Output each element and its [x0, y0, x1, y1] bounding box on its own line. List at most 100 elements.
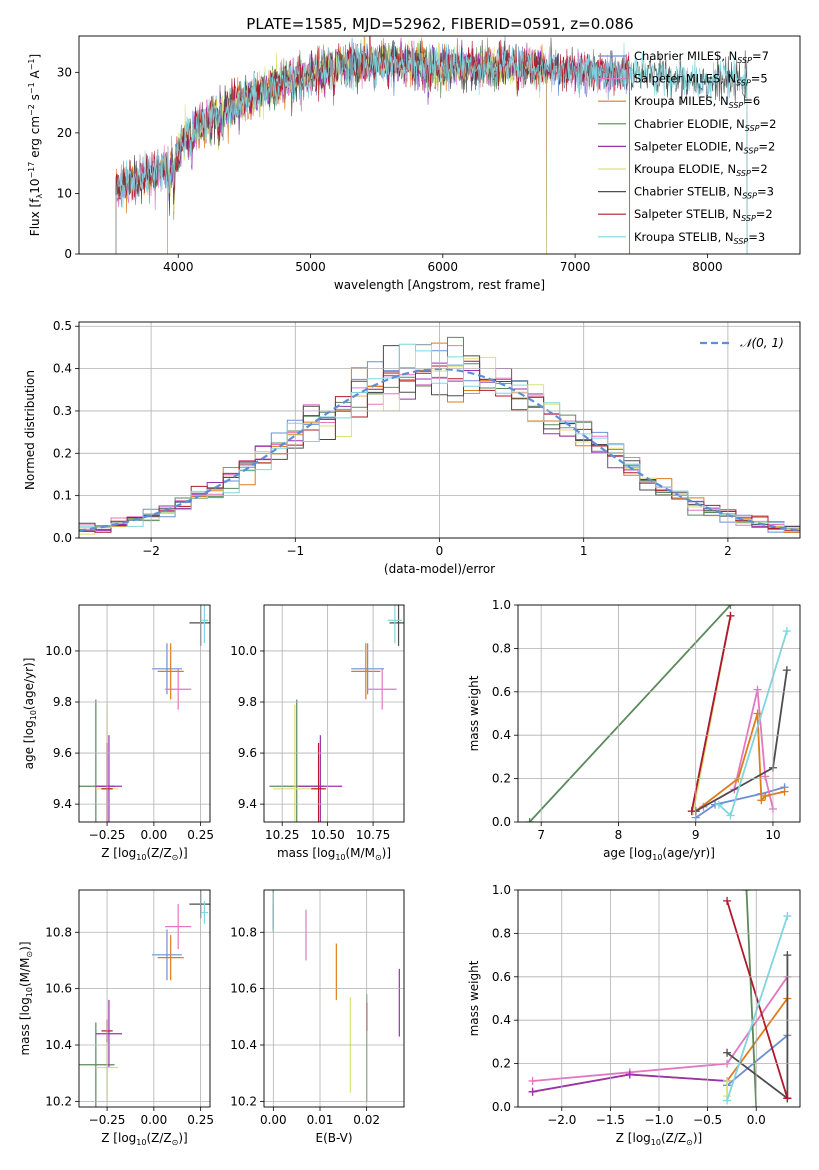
y-axis-label: mass [log10(M/M⊙)] — [18, 941, 34, 1055]
label-part: λ — [35, 194, 44, 199]
x-tick-label: 5000 — [295, 260, 326, 274]
y-tick-label: 10.4 — [45, 1038, 72, 1052]
label-part: ⊙ — [686, 1138, 693, 1147]
weight-line-salpeter_miles — [532, 976, 789, 1082]
y-axis-label: mass weight — [467, 960, 481, 1036]
weight-marker-chabrier_elodie — [742, 890, 751, 894]
axes-frame — [263, 604, 405, 823]
y-tick-label: 9.6 — [238, 746, 257, 760]
legend-text: Salpeter STELIB, N — [634, 207, 741, 221]
plot-area-weight_vs_age — [525, 605, 791, 822]
legend-tail: =2 — [751, 162, 768, 176]
weight-marker-kroupa_stelib — [723, 1096, 732, 1105]
errorbar-kroupa_stelib — [200, 901, 209, 924]
y-tick-label: 0.6 — [492, 970, 511, 984]
legend-text: Salpeter ELODIE, N — [634, 139, 744, 153]
figure-title: PLATE=1585, MJD=52962, FIBERID=0591, z=0… — [246, 15, 633, 33]
label-part: −1 — [27, 82, 36, 94]
y-tick-label: 30 — [57, 65, 72, 79]
legend-sub: SSP — [736, 169, 751, 178]
label-part: (Z/Z — [146, 1131, 171, 1145]
plot-area-spectrum — [115, 36, 748, 254]
y-tick-label: 10.8 — [230, 925, 257, 939]
x-tick-label: 4000 — [163, 260, 194, 274]
x-tick-label: 0.01 — [307, 1113, 334, 1127]
x-axis-label: Z [log10(Z/Z⊙)] — [101, 846, 187, 862]
x-tick-label: 6000 — [428, 260, 459, 274]
x-tick-label: 10 — [765, 828, 780, 842]
label-part: )] — [382, 846, 391, 860]
legend-entry-kroupa_miles: Kroupa MILES, NSSP=6 — [634, 94, 760, 110]
plot-area-weight_vs_Z — [528, 890, 792, 1107]
legend-tail: =3 — [748, 230, 765, 244]
label-part: ⊙ — [172, 1138, 179, 1147]
y-tick-label: 9.8 — [238, 695, 257, 709]
y-tick-label: 10.6 — [230, 982, 257, 996]
weight-marker-chabrier_stelib — [782, 666, 791, 675]
legend-entry-normal: 𝒩(0, 1) — [740, 336, 784, 350]
y-tick-label: 10.0 — [230, 644, 257, 658]
axes-frame — [78, 889, 211, 1108]
y-tick-label: 0.2 — [53, 446, 72, 460]
weight-line-chabrier_elodie — [745, 890, 758, 1107]
weight-marker-salpeter_stelib — [723, 896, 732, 905]
x-axis-label: age [log10(age/yr)] — [603, 846, 715, 862]
y-tick-label: 0.3 — [53, 404, 72, 418]
label-part: )] — [178, 846, 187, 860]
y-tick-label: 10.8 — [45, 925, 72, 939]
errorbar-salpeter_miles — [165, 668, 192, 710]
y-tick-label: 0.2 — [492, 772, 511, 786]
y-axis-label: age [log10(age/yr)] — [22, 658, 38, 770]
label-part: −17 — [27, 162, 36, 179]
legend-tail: =2 — [756, 207, 773, 221]
legend-sub: SSP — [729, 101, 744, 110]
y-tick-label: 0.6 — [492, 685, 511, 699]
x-tick-label: 7 — [537, 828, 545, 842]
weight-marker-kroupa_miles — [753, 709, 762, 718]
y-tick-label: 20 — [57, 126, 72, 140]
weight-marker-salpeter_elodie — [528, 1087, 537, 1096]
x-axis-label: E(B-V) — [315, 1131, 352, 1145]
x-tick-label: −0.25 — [89, 1113, 126, 1127]
x-tick-label: 8 — [615, 828, 623, 842]
legend-text: Salpeter MILES, N — [634, 72, 736, 86]
label-part: 10 — [335, 853, 345, 862]
axes-frame — [517, 604, 801, 823]
errorbar-chabrier_miles — [351, 643, 384, 695]
y-tick-label: 0.4 — [492, 728, 511, 742]
legend-text: Chabrier ELODIE, N — [634, 117, 745, 131]
y-tick-label: 0.5 — [53, 319, 72, 333]
legend-text: Kroupa ELODIE, N — [634, 162, 736, 176]
weight-line-chabrier_miles — [726, 1034, 788, 1086]
label-part: 10 — [29, 710, 38, 720]
legend-entry-kroupa_elodie: Kroupa ELODIE, NSSP=2 — [634, 162, 768, 178]
errorbar-salpeter_elodie — [298, 735, 343, 822]
errorbar-kroupa_stelib — [200, 605, 209, 644]
label-part: ⊙ — [172, 853, 179, 862]
weight-marker-kroupa_stelib — [714, 800, 723, 809]
legend-tail: =2 — [760, 117, 777, 131]
label-part: A — [28, 69, 42, 82]
label-part: ] — [28, 54, 42, 59]
label-part: (age/yr)] — [22, 658, 36, 710]
legend-text: Kroupa MILES, N — [634, 94, 729, 108]
y-axis-label: Normed distribution — [23, 370, 37, 490]
legend-entry-kroupa_stelib: Kroupa STELIB, NSSP=3 — [634, 230, 765, 246]
panel-mass_vs_ebv: 0.00 0.01 0.02 10.2 10.4 10.6 10.8 E(B-V) — [230, 889, 405, 1145]
label-part: Z [log — [101, 1131, 136, 1145]
weight-marker-chabrier_stelib — [723, 1048, 732, 1057]
errorbar-kroupa_elodie — [273, 704, 317, 822]
y-tick-label: 0.1 — [53, 489, 72, 503]
weight-line-kroupa_stelib — [718, 630, 788, 818]
x-tick-label: −1.0 — [644, 1113, 673, 1127]
axes-frame — [78, 604, 211, 823]
label-part: ⊙ — [375, 853, 382, 862]
label-part: Flux [f — [28, 198, 42, 236]
panel-weight_vs_Z: −2.0 −1.5 −1.0 −0.5 0.0 0.0 0.2 0.4 0.6 0.8 1.0 Z [… — [467, 883, 801, 1147]
y-tick-label: 0.8 — [492, 641, 511, 655]
legend-sub: SSP — [741, 214, 756, 223]
weight-marker-kroupa_elodie — [723, 1076, 732, 1085]
errorbar-kroupa_miles — [351, 643, 381, 700]
x-axis-label: mass [log10(M/M⊙)] — [277, 846, 391, 862]
